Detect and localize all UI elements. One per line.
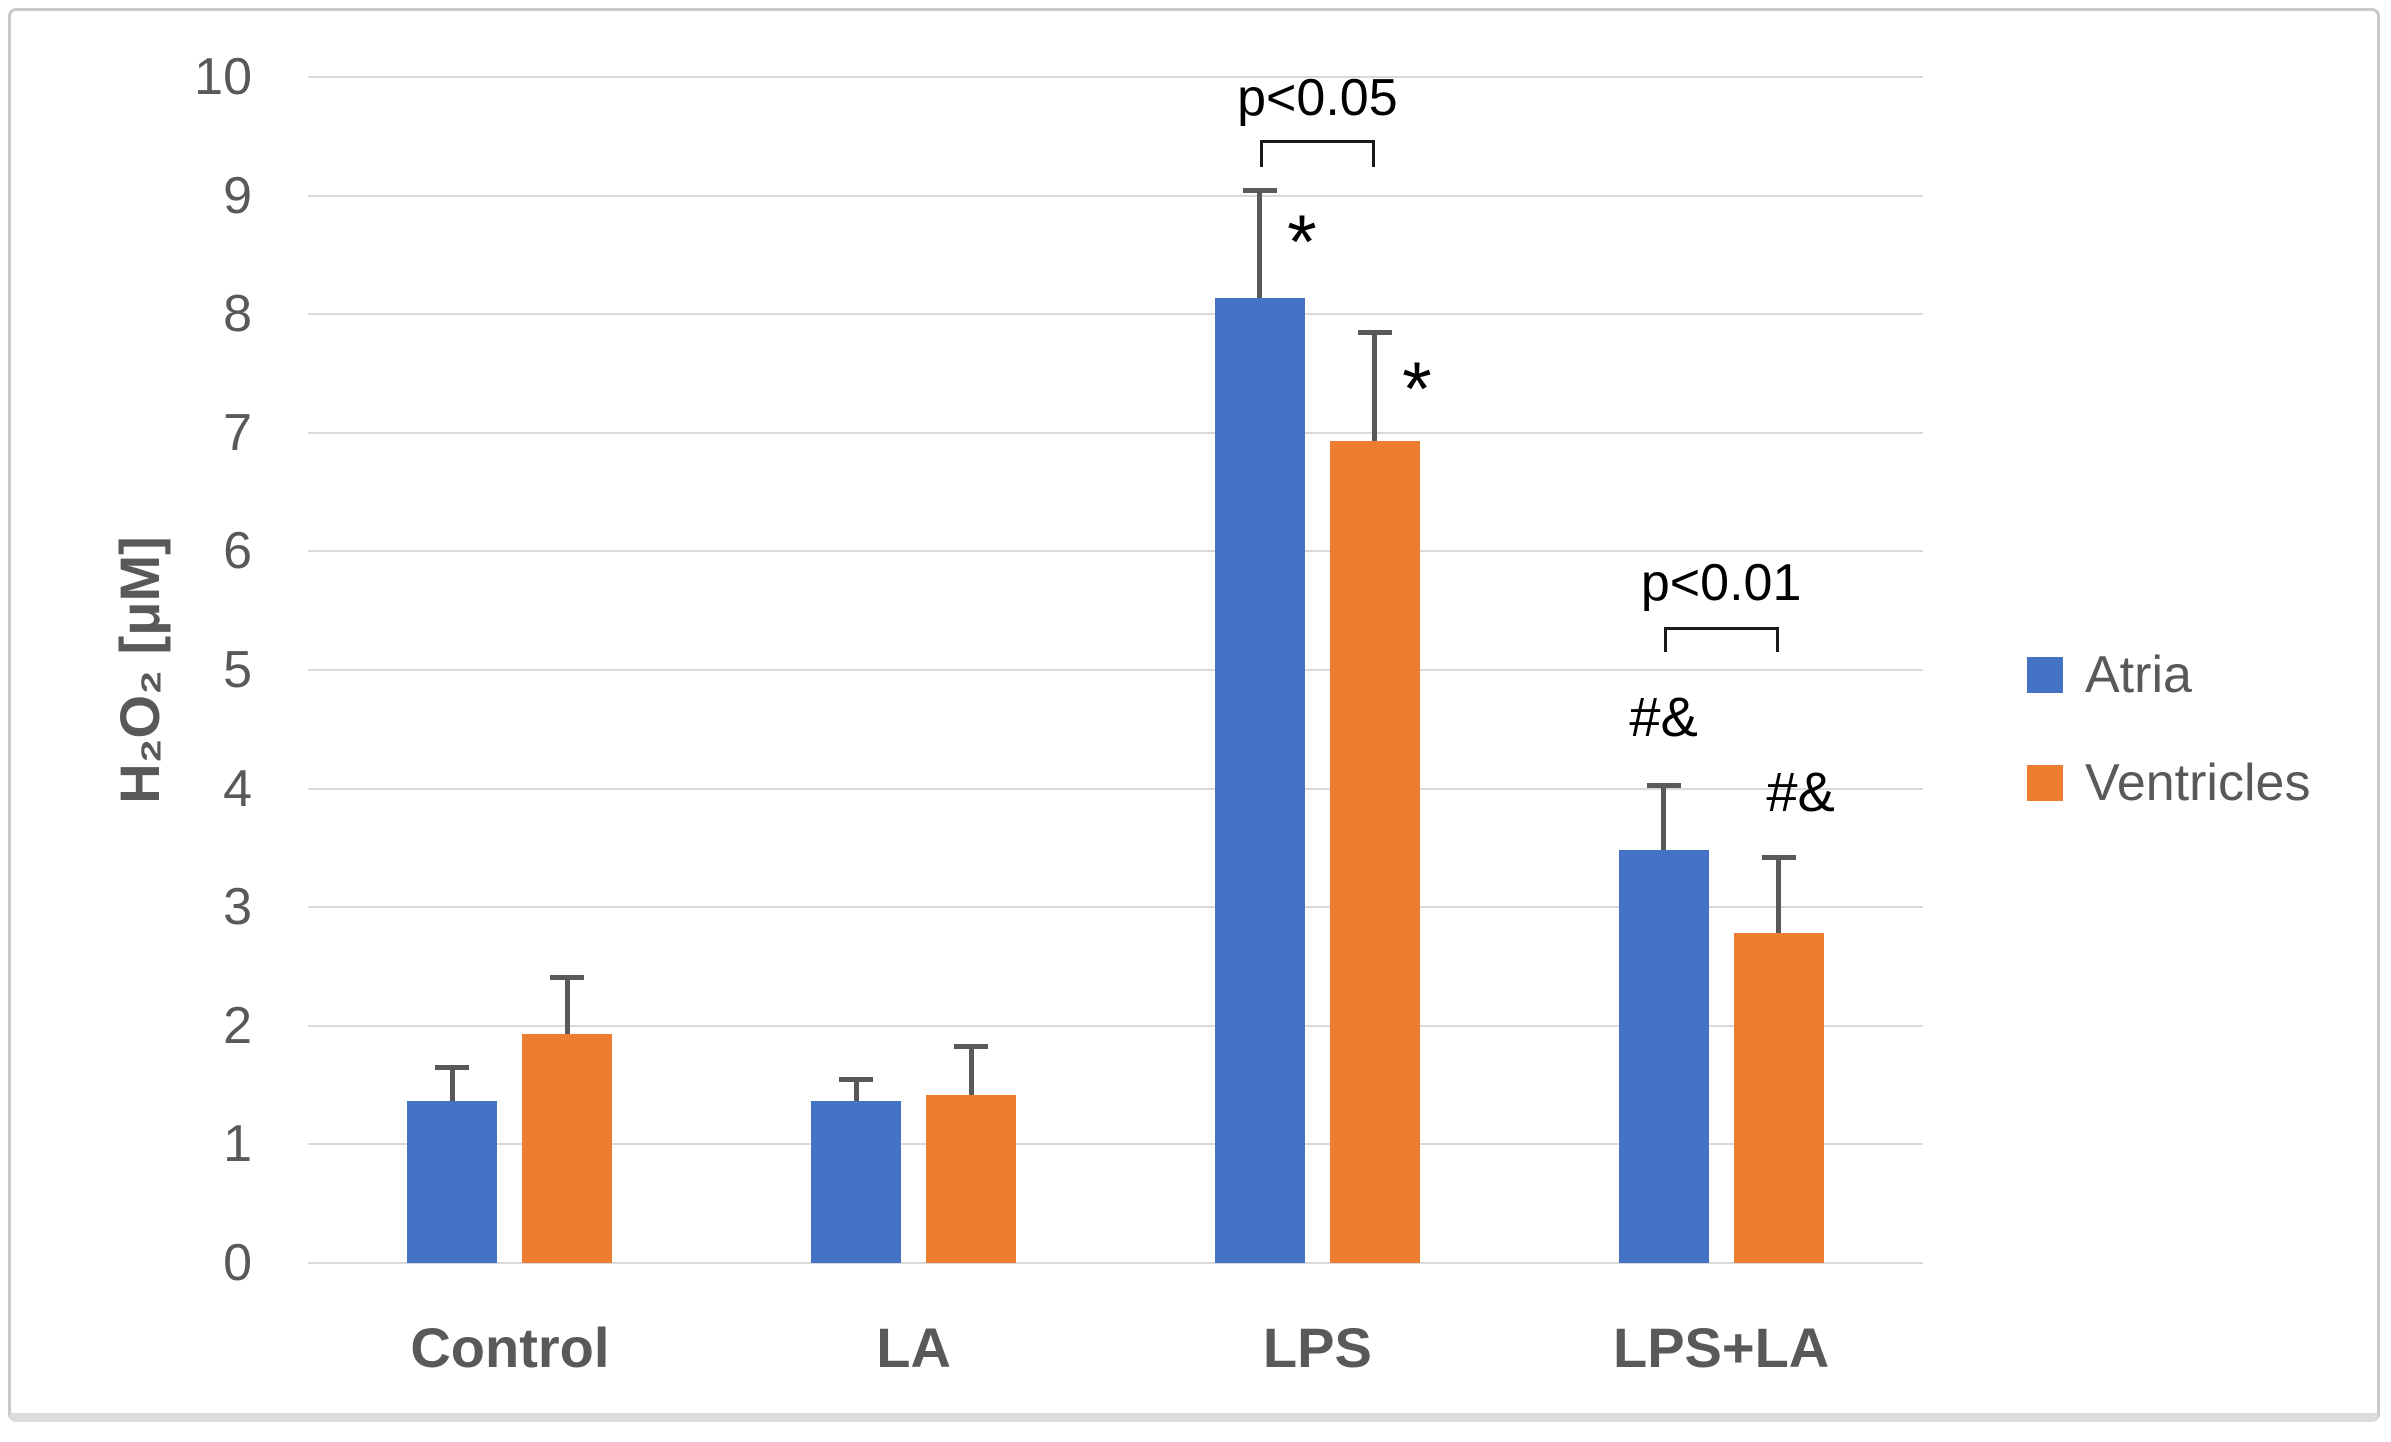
error-bar-LA-Atria bbox=[853, 1079, 859, 1101]
gridline-4 bbox=[308, 787, 1923, 790]
y-tick-label-1: 1 bbox=[223, 1115, 252, 1174]
error-bar-cap-LA-Atria bbox=[839, 1077, 874, 1083]
y-tick-label-0: 0 bbox=[223, 1234, 252, 1292]
error-bar-LPS-Atria bbox=[1257, 189, 1263, 298]
comparison-bracket-LPS bbox=[1259, 139, 1375, 168]
y-tick-label-2: 2 bbox=[223, 996, 252, 1055]
significance-mark-LPS+LA-Ventricles: #& bbox=[1766, 760, 1835, 824]
gridline-5 bbox=[308, 669, 1923, 671]
gridline-0 bbox=[308, 1262, 1923, 1264]
gridline-8 bbox=[308, 313, 1923, 316]
error-bar-Control-Ventricles bbox=[564, 977, 570, 1035]
legend-label-ventricles: Ventricles bbox=[2085, 754, 2311, 812]
comparison-bracket-LPS+LA bbox=[1663, 627, 1779, 653]
significance-mark-LPS-Atria: * bbox=[1287, 200, 1317, 286]
error-bar-cap-LPS+LA-Atria bbox=[1646, 783, 1681, 789]
x-axis-label-Control: Control bbox=[410, 1316, 610, 1379]
bar-LPS+LA-Ventricles bbox=[1733, 933, 1824, 1263]
error-bar-cap-LPS-Atria bbox=[1242, 187, 1277, 193]
bar-LPS+LA-Atria bbox=[1618, 850, 1709, 1263]
y-tick-label-5: 5 bbox=[223, 641, 252, 699]
p-value-label-LPS+LA: p<0.01 bbox=[1640, 554, 1802, 613]
bar-Control-Ventricles bbox=[522, 1034, 613, 1263]
legend-swatch-ventricles bbox=[2027, 765, 2063, 801]
legend-item-ventricles: Ventricles bbox=[2027, 755, 2310, 811]
legend-label-atria: Atria bbox=[2085, 646, 2192, 704]
bar-LPS-Atria bbox=[1214, 297, 1305, 1263]
y-tick-label-4: 4 bbox=[223, 759, 252, 818]
bar-LA-Atria bbox=[811, 1100, 902, 1263]
error-bar-LPS+LA-Ventricles bbox=[1776, 857, 1782, 934]
error-bar-cap-Control-Atria bbox=[435, 1065, 470, 1071]
y-tick-label-7: 7 bbox=[223, 403, 252, 462]
gridline-7 bbox=[308, 431, 1923, 434]
error-bar-LPS+LA-Atria bbox=[1661, 785, 1667, 851]
gridline-3 bbox=[308, 906, 1923, 909]
y-axis-title: H₂O₂ [μM] bbox=[108, 536, 171, 804]
legend-swatch-atria bbox=[2027, 657, 2063, 693]
significance-mark-LPS-Ventricles: * bbox=[1402, 347, 1432, 433]
error-bar-cap-LA-Ventricles bbox=[954, 1043, 989, 1049]
x-axis-label-LA: LA bbox=[876, 1316, 951, 1379]
bar-Control-Atria bbox=[407, 1100, 498, 1263]
gridline-9 bbox=[308, 194, 1923, 197]
error-bar-LPS-Ventricles bbox=[1372, 331, 1378, 442]
error-bar-cap-LPS+LA-Ventricles bbox=[1761, 855, 1796, 861]
error-bar-cap-Control-Ventricles bbox=[550, 975, 585, 981]
bar-LA-Ventricles bbox=[926, 1094, 1017, 1263]
y-tick-label-10: 10 bbox=[194, 48, 252, 106]
gridline-1 bbox=[308, 1143, 1923, 1146]
bar-LPS-Ventricles bbox=[1329, 441, 1420, 1263]
significance-mark-LPS+LA-Atria: #& bbox=[1629, 685, 1698, 749]
y-tick-label-9: 9 bbox=[223, 166, 252, 225]
x-axis-label-LPS+LA: LPS+LA bbox=[1612, 1316, 1830, 1379]
y-tick-label-6: 6 bbox=[223, 522, 252, 581]
error-bar-LA-Ventricles bbox=[968, 1045, 974, 1095]
x-axis-label-LPS: LPS bbox=[1262, 1316, 1372, 1379]
gridline-6 bbox=[308, 550, 1923, 553]
gridline-2 bbox=[308, 1024, 1923, 1027]
p-value-label-LPS: p<0.05 bbox=[1237, 69, 1398, 128]
y-tick-label-3: 3 bbox=[223, 878, 252, 937]
error-bar-Control-Atria bbox=[449, 1067, 455, 1101]
figure-border bbox=[8, 8, 2380, 1422]
error-bar-cap-LPS-Ventricles bbox=[1357, 329, 1392, 335]
y-tick-label-8: 8 bbox=[223, 285, 252, 344]
legend-item-atria: Atria bbox=[2027, 647, 2192, 703]
gridline-10 bbox=[308, 76, 1923, 78]
